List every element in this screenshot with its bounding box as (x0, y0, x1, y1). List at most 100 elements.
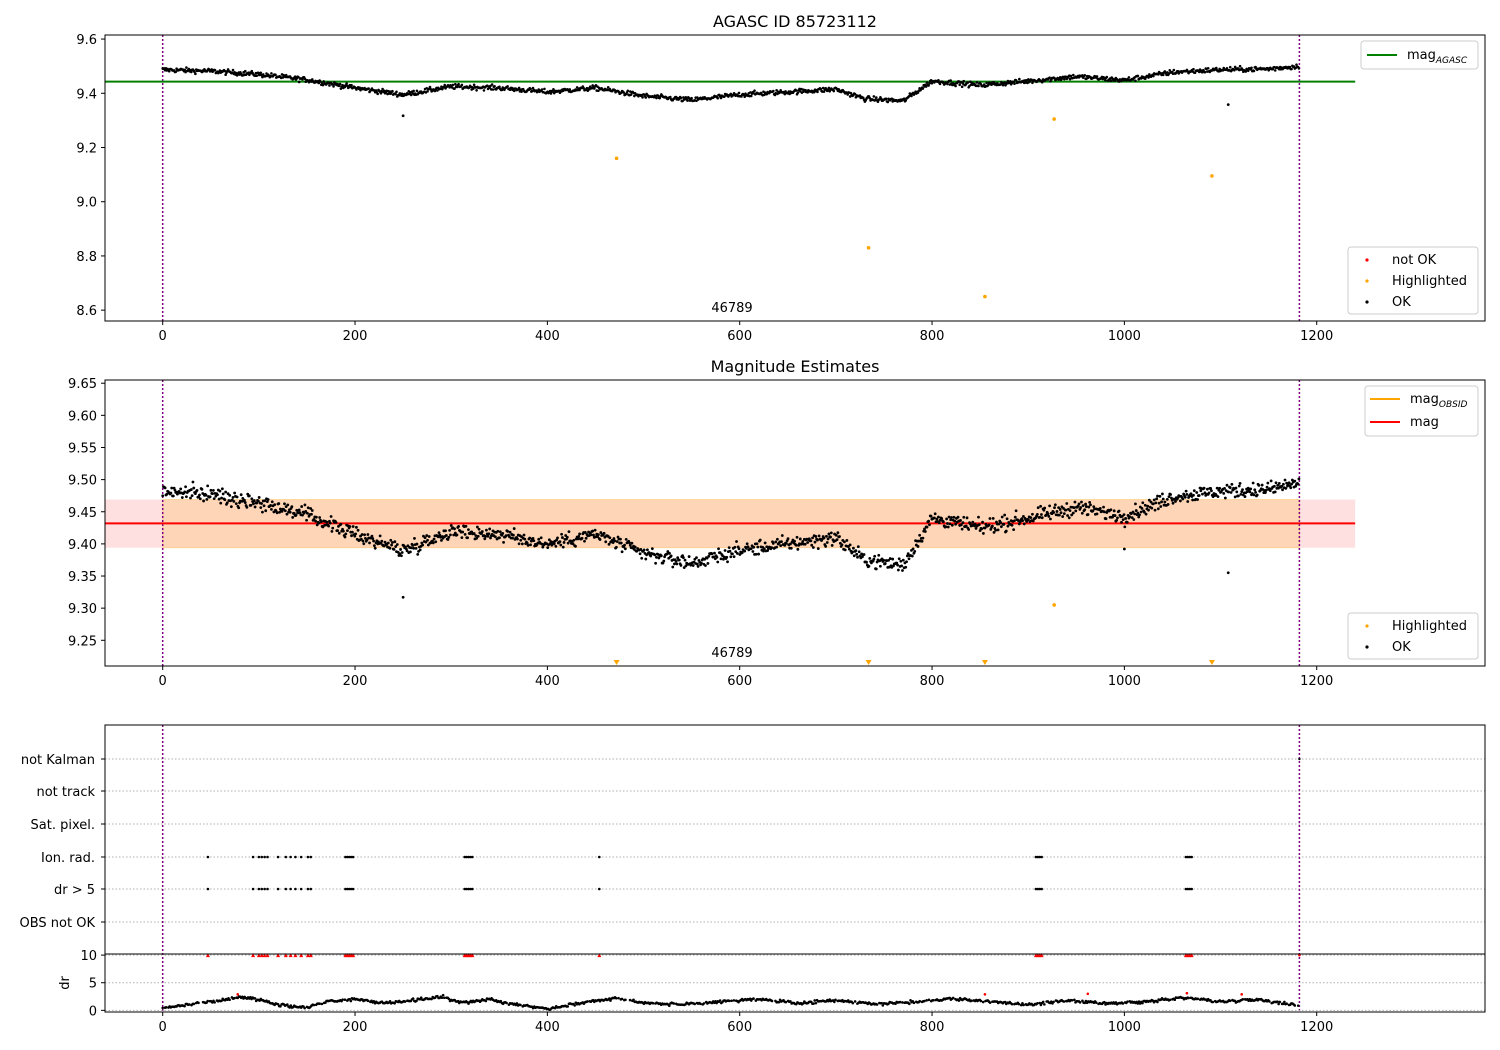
ok-point (843, 540, 846, 544)
dr-point (419, 996, 423, 1000)
ok-point (443, 83, 447, 87)
flag-marker (1034, 887, 1038, 891)
ok-point (830, 544, 834, 547)
panel3-xtick-label: 1200 (1300, 1020, 1333, 1035)
dr-point (1173, 998, 1177, 1002)
flag-marker (284, 887, 288, 891)
ok-point (399, 548, 402, 551)
ok-point (444, 534, 448, 537)
ok-point (954, 522, 957, 526)
ok-point (801, 540, 805, 543)
ok-point (843, 548, 847, 552)
ok-point (315, 523, 319, 527)
ok-point (925, 81, 929, 84)
panel1-ytick-label: 9.0 (76, 196, 97, 211)
ok-point (810, 543, 814, 547)
ok-point (400, 92, 404, 96)
ok-point (990, 524, 994, 528)
ok-point (1273, 490, 1277, 494)
ok-point (1132, 518, 1136, 521)
ok-point (962, 515, 966, 519)
ok-point (1131, 510, 1135, 514)
ok-point (712, 555, 716, 559)
ok-point (498, 85, 501, 89)
ok-point (1130, 516, 1134, 520)
ok-point (683, 558, 687, 562)
ok-point (1215, 66, 1218, 70)
flag-marker (263, 855, 266, 859)
ok-point (623, 543, 626, 547)
ok-point (572, 538, 576, 542)
ok-point (1038, 515, 1042, 519)
ok-point (719, 96, 723, 100)
ok-point (1156, 507, 1160, 511)
ok-point (566, 541, 570, 545)
ok-point (1196, 498, 1199, 501)
ok-point (224, 490, 228, 494)
dr-flagged-marker (251, 953, 256, 958)
ok-point (582, 86, 585, 90)
ok-point (907, 557, 911, 561)
dr-point (932, 998, 935, 1002)
dr-point (442, 996, 446, 1000)
ok-point (252, 499, 256, 502)
ok-point (304, 509, 308, 513)
dr-point (312, 1003, 316, 1007)
ok-point (615, 540, 619, 543)
dr-flagged-marker (1189, 953, 1194, 958)
dr-point (1211, 1000, 1215, 1004)
ok-point (1252, 69, 1256, 73)
ok-point (231, 496, 235, 499)
ok-point (1116, 516, 1119, 520)
ok-point (1048, 504, 1052, 508)
ok-point (440, 538, 443, 542)
ok-point (944, 525, 948, 529)
ok-point (901, 558, 905, 562)
ok-point (596, 533, 600, 537)
dr-point (566, 1005, 570, 1008)
dr-point (586, 1000, 589, 1003)
ok-point (854, 549, 858, 553)
ok-point (444, 529, 447, 533)
dr-flagged-marker (256, 953, 261, 958)
flag-marker (1034, 855, 1038, 859)
ok-point (418, 548, 422, 552)
ok-point (1117, 509, 1121, 513)
flag-marker (471, 855, 474, 859)
ok-point (1047, 514, 1051, 518)
ok-point (549, 92, 553, 95)
ok-point (986, 83, 990, 87)
ok-point (929, 514, 933, 518)
ok-point (737, 91, 741, 95)
ok-point (630, 541, 634, 545)
ok-point (259, 71, 263, 75)
flag-marker (206, 887, 210, 891)
ok-point (202, 499, 205, 503)
dr-point (499, 999, 503, 1003)
ok-point (937, 521, 941, 525)
ok-point (257, 71, 260, 75)
ok-point (220, 487, 224, 491)
dr-point (908, 1002, 911, 1006)
ok-point (270, 72, 273, 75)
ok-point (965, 516, 969, 520)
ok-point (189, 496, 192, 500)
ok-point (476, 534, 480, 538)
ok-point (1098, 506, 1102, 510)
ok-point (195, 488, 199, 492)
ok-point (484, 528, 488, 532)
ok-point (1080, 500, 1083, 504)
ok-point (1052, 511, 1056, 514)
panel2-xtick-label: 0 (159, 674, 167, 689)
ok-point (1068, 509, 1072, 513)
dr-point (672, 1002, 676, 1005)
dr-point (1126, 1000, 1129, 1003)
ok-point (354, 532, 358, 536)
ok-point (1229, 491, 1233, 494)
ok-point (940, 517, 944, 520)
ok-point (1209, 487, 1213, 490)
ok-point (591, 529, 595, 533)
ok-point (421, 543, 425, 547)
ok-point (1228, 486, 1232, 490)
flag-marker (1190, 887, 1193, 891)
